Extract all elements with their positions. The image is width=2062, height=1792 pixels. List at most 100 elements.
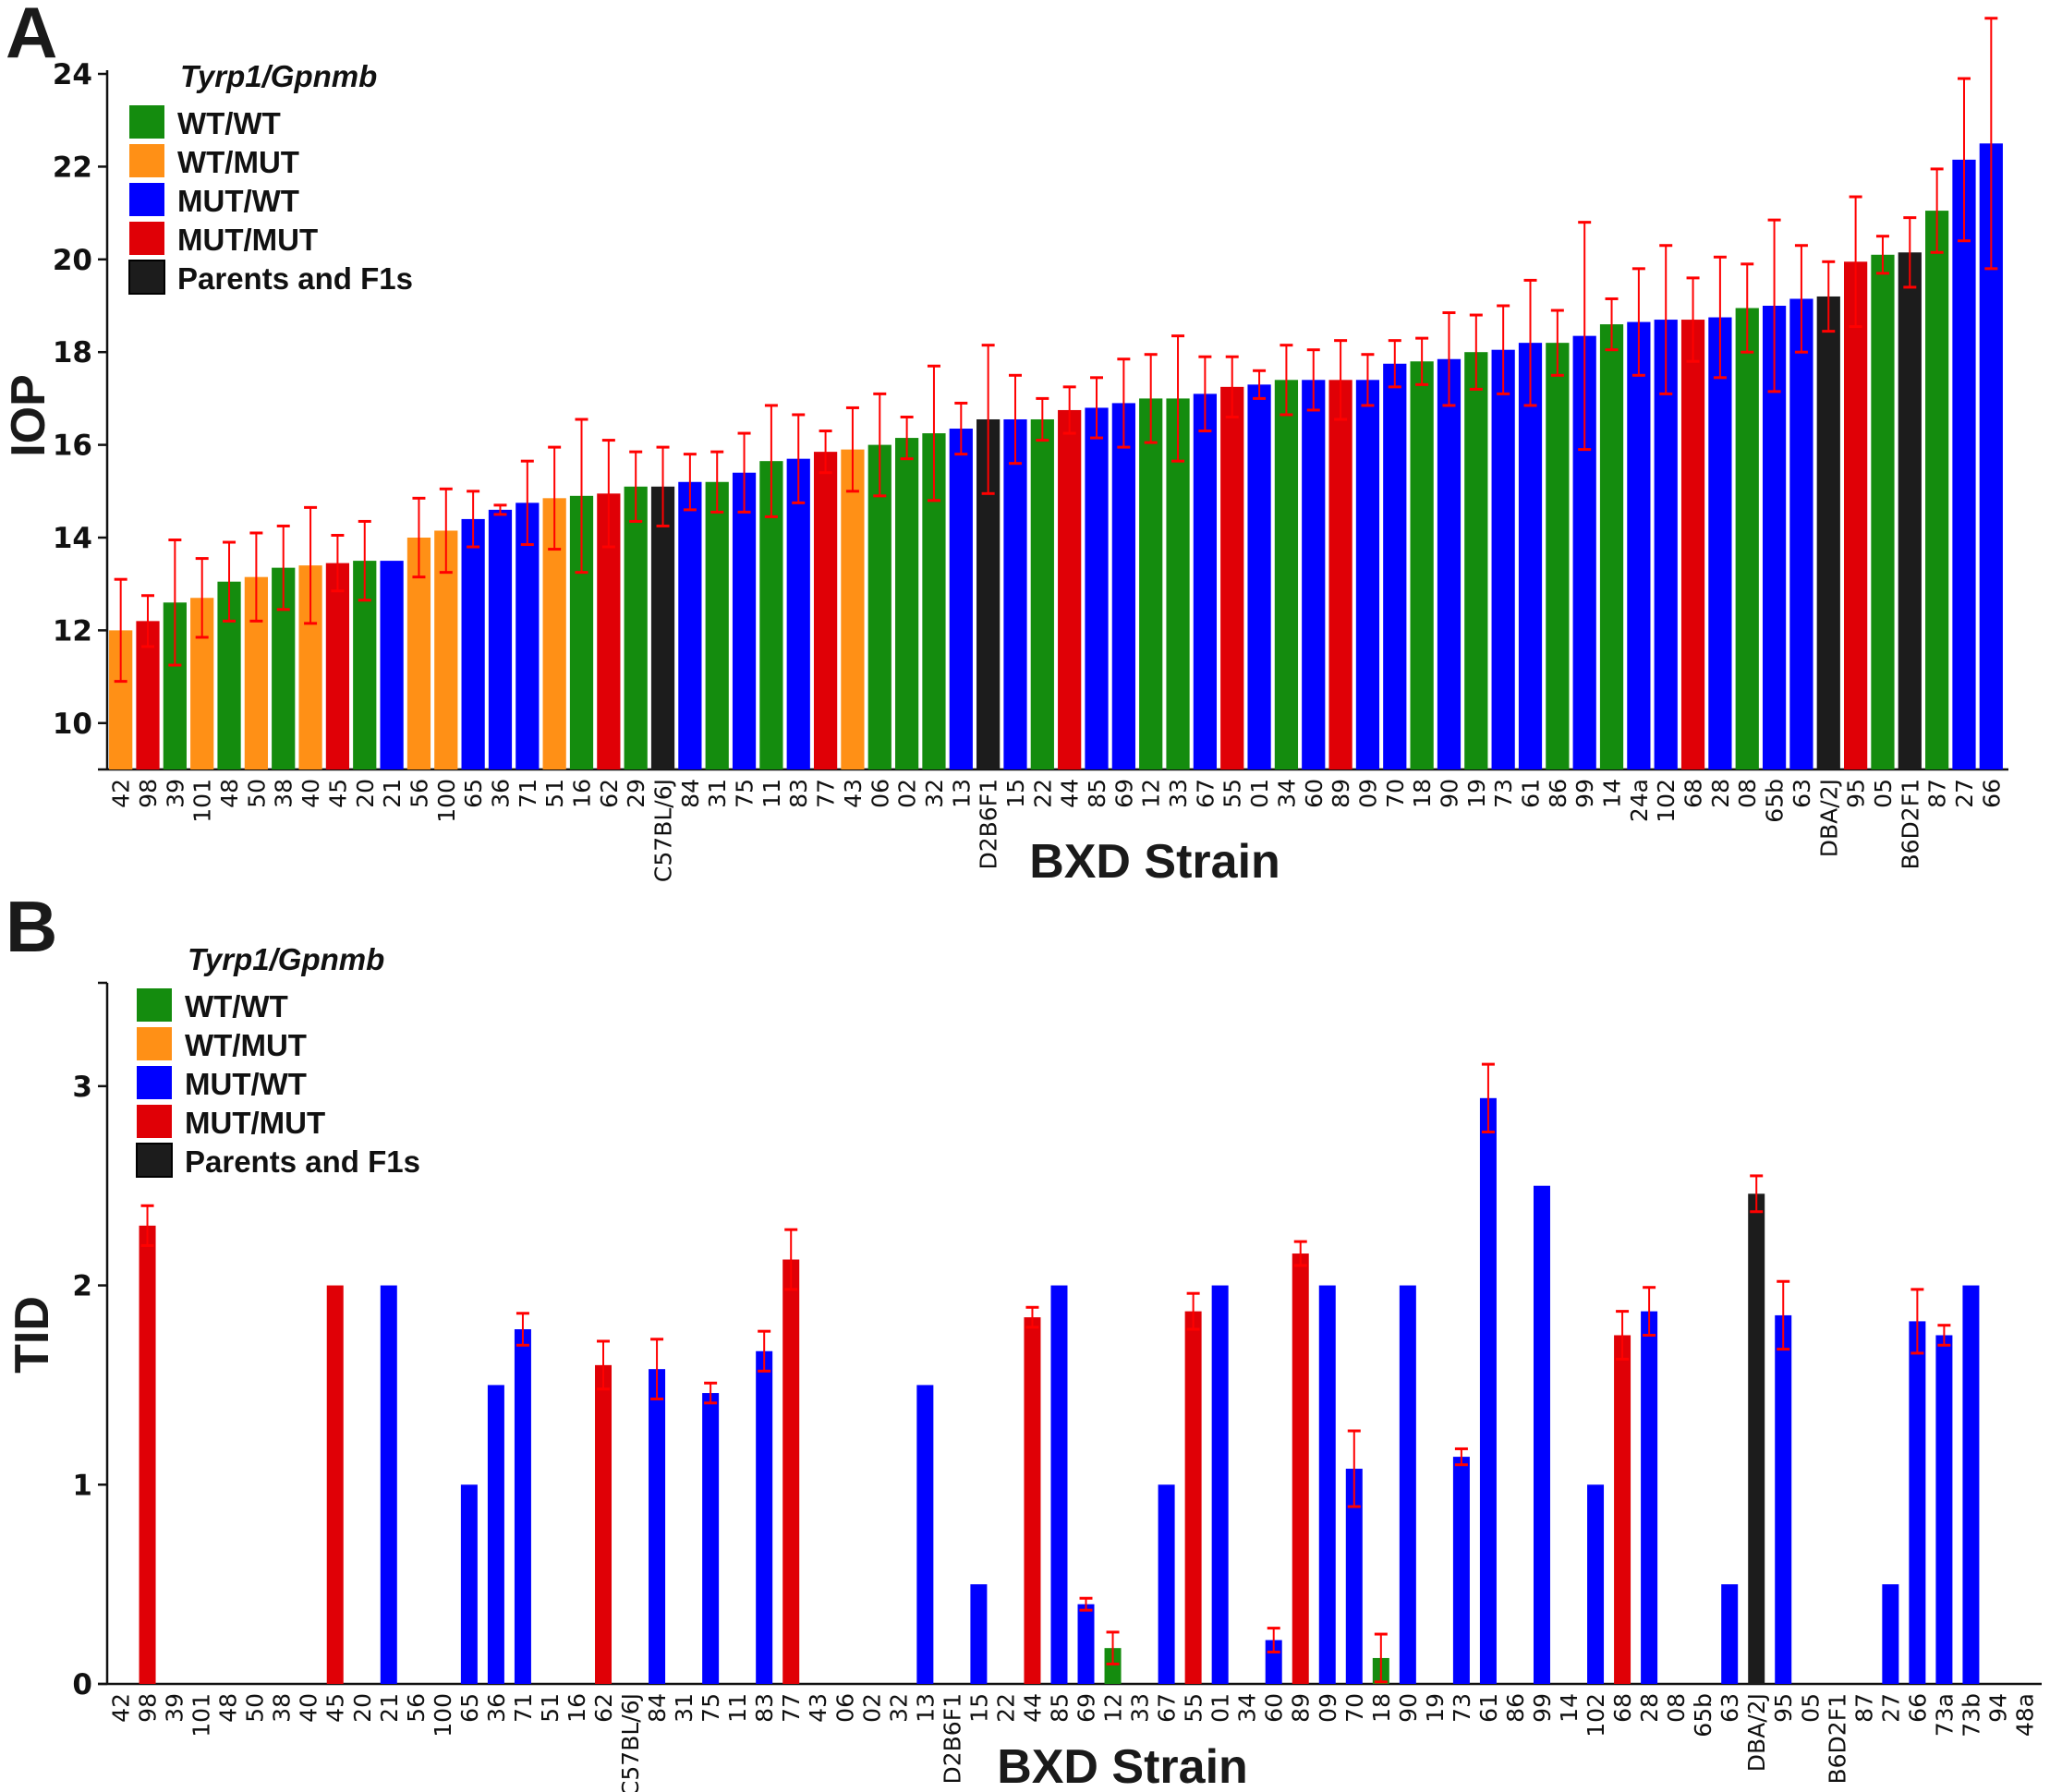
y-tick-label: 18: [53, 336, 92, 369]
bar-01: [1247, 384, 1271, 769]
x-tick-label: 29: [623, 779, 649, 808]
error-bar: [1454, 1447, 1468, 1467]
x-tick-label: 08: [1663, 1693, 1690, 1723]
x-tick-label: 28: [1707, 779, 1734, 808]
error-bar: [758, 1329, 771, 1373]
error-bar: [1550, 309, 1564, 377]
x-tick-label: 43: [840, 779, 867, 808]
bar-89: [1292, 1253, 1309, 1684]
legend-title: Tyrp1/Gpnmb: [180, 59, 377, 93]
x-tick-label: 11: [724, 1693, 751, 1723]
x-tick-label: 50: [242, 1693, 269, 1723]
error-bar: [1578, 221, 1592, 452]
bar-73: [1491, 349, 1515, 769]
error-bar: [784, 1228, 798, 1291]
x-tick-label: 33: [1165, 779, 1192, 808]
x-tick-label: 60: [1301, 779, 1328, 808]
bar-27: [1952, 159, 1976, 769]
legend-label: WT/WT: [185, 989, 288, 1023]
bar-83: [756, 1350, 773, 1684]
x-tick-label: 44: [1057, 779, 1084, 808]
error-bar: [168, 539, 182, 667]
bar-75: [702, 1393, 720, 1684]
bar-21: [380, 561, 404, 769]
x-tick-label: 09: [1354, 779, 1381, 808]
bar-69: [1111, 403, 1135, 769]
x-tick-label: 33: [1127, 1693, 1154, 1723]
x-tick-label: 95: [1770, 1693, 1797, 1723]
bar-62: [595, 1364, 613, 1684]
error-bar: [1374, 1632, 1388, 1684]
bar-15: [970, 1584, 988, 1684]
x-tick-label: 38: [269, 1693, 296, 1723]
bar-06: [867, 444, 892, 769]
x-tick-label: 69: [1110, 779, 1137, 808]
x-tick-label: 18: [1409, 779, 1436, 808]
x-tick-label: 02: [858, 1693, 885, 1723]
error-bar: [331, 533, 345, 593]
x-tick-label: 34: [1234, 1693, 1261, 1723]
bar-29: [624, 486, 648, 769]
error-bar: [1643, 1286, 1656, 1337]
bar-24a: [1627, 321, 1651, 769]
error-bar: [601, 439, 615, 549]
x-tick-label: 63: [1716, 1693, 1743, 1723]
bar-19: [1464, 352, 1488, 769]
x-tick-label: 21: [379, 779, 406, 808]
x-tick-label: 36: [483, 1693, 510, 1723]
bar-dba2j: [1748, 1193, 1765, 1684]
error-bar: [819, 430, 832, 475]
x-tick-label: 51: [537, 1693, 564, 1723]
x-tick-label: 36: [487, 779, 514, 808]
error-bar: [764, 404, 778, 518]
x-tick-label: 15: [965, 1693, 992, 1723]
panel-b-letter: B: [6, 886, 58, 967]
x-tick-label: 51: [541, 779, 568, 808]
bar-55: [1184, 1311, 1202, 1684]
error-bar: [520, 459, 534, 547]
x-tick-label: 65: [456, 1693, 483, 1723]
x-tick-label: 42: [108, 1693, 135, 1723]
legend-label: MUT/MUT: [177, 223, 318, 257]
bar-71: [514, 1329, 531, 1684]
bar-61: [1479, 1097, 1497, 1684]
x-tick-label: 85: [1046, 1693, 1073, 1723]
error-bar: [140, 1204, 154, 1247]
bar-65: [461, 518, 485, 769]
bar-70: [1383, 363, 1407, 769]
x-tick-label: 99: [1529, 1693, 1556, 1723]
error-bar: [1822, 260, 1836, 333]
bar-09: [1355, 380, 1380, 769]
error-bar: [141, 594, 155, 648]
x-tick-label: 65b: [1762, 779, 1789, 823]
x-tick-label: 32: [885, 1693, 912, 1723]
bar-14: [1599, 324, 1624, 769]
x-tick-label: 98: [135, 779, 162, 808]
x-tick-label: 22: [992, 1693, 1019, 1723]
x-tick-label: 31: [704, 779, 731, 808]
bar-36: [487, 1385, 504, 1684]
x-tick-label: 43: [805, 1693, 831, 1723]
x-tick-label: 66: [1904, 1693, 1931, 1723]
bar-27: [1882, 1584, 1899, 1684]
x-tick-label: 73: [1490, 779, 1517, 808]
error-bar: [845, 406, 859, 493]
panel-a-letter: A: [6, 0, 58, 73]
x-tick-label: 62: [590, 1693, 617, 1723]
legend-swatch-mut-mut: [129, 222, 164, 255]
error-bar: [1267, 1627, 1280, 1653]
error-bar: [1117, 357, 1131, 449]
x-tick-label: 34: [1273, 779, 1300, 808]
x-tick-label: 20: [349, 1693, 376, 1723]
y-tick-label: 10: [53, 708, 92, 741]
error-bar: [1930, 167, 1944, 254]
error-bar: [358, 519, 371, 602]
x-tick-label: B6D2F1: [1897, 779, 1923, 870]
x-tick-label: 101: [189, 779, 216, 823]
error-bar: [412, 496, 426, 579]
legend: Tyrp1/Gpnmb WT/WT WT/MUT MUT/WT MUT/MUT Paren…: [136, 942, 420, 1179]
x-tick-label: 19: [1422, 1693, 1449, 1723]
bar-84: [649, 1369, 666, 1684]
x-tick-label: 100: [433, 779, 460, 823]
x-tick-label: D2B6F1: [976, 779, 1002, 870]
